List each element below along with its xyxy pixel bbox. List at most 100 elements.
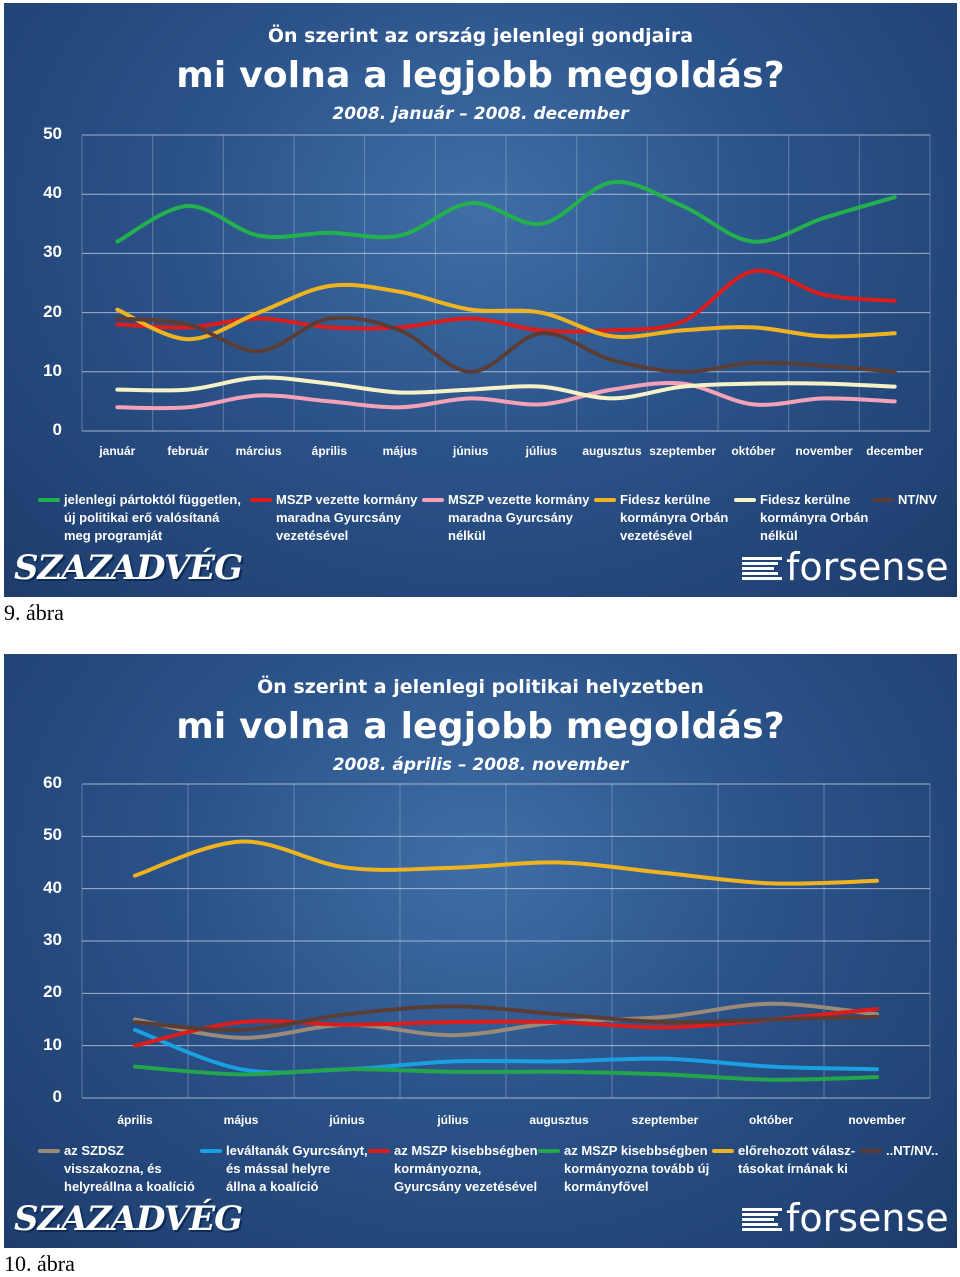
legend-swatch bbox=[200, 1149, 222, 1153]
data-point-4-2 bbox=[186, 337, 190, 341]
legend-item: NT/NV bbox=[872, 491, 937, 509]
data-point-3-10 bbox=[751, 402, 755, 406]
series-line-5 bbox=[133, 839, 879, 886]
data-point-2-8 bbox=[875, 1067, 879, 1071]
data-point-5-12 bbox=[893, 385, 897, 389]
series-line-2 bbox=[133, 1028, 879, 1075]
data-point-4-5 bbox=[557, 1070, 561, 1074]
legend-swatch bbox=[594, 498, 616, 502]
data-point-5-11 bbox=[822, 382, 826, 386]
legend-label: ..NT/NV.. bbox=[886, 1143, 939, 1158]
data-point-3-6 bbox=[469, 396, 473, 400]
data-point-6-7 bbox=[769, 1018, 773, 1022]
chart-plot-2 bbox=[81, 783, 931, 1099]
y-tick-label: 60 bbox=[43, 773, 62, 792]
x-tick-label: szeptember bbox=[649, 444, 716, 458]
data-point-6-9 bbox=[681, 370, 685, 374]
data-point-3-2 bbox=[186, 405, 190, 409]
data-point-5-6 bbox=[663, 871, 667, 875]
data-point-2-4 bbox=[327, 325, 331, 329]
x-tick-label: november bbox=[848, 1113, 906, 1127]
legend-swatch bbox=[860, 1149, 882, 1153]
series-line-6 bbox=[115, 315, 897, 374]
legend-label: leváltanák Gyurcsányt, és mással helyre … bbox=[226, 1143, 368, 1194]
chart-1-title: mi volna a legjobb megoldás? bbox=[176, 55, 785, 96]
legend-swatch bbox=[538, 1149, 560, 1153]
data-point-5-1 bbox=[133, 874, 137, 878]
x-tick-label: május bbox=[382, 444, 418, 458]
data-point-2-4 bbox=[451, 1059, 455, 1063]
data-point-4-3 bbox=[257, 311, 261, 315]
data-point-6-1 bbox=[133, 1020, 137, 1024]
data-point-3-1 bbox=[133, 1044, 137, 1048]
data-point-1-1 bbox=[115, 240, 119, 244]
series-line-4 bbox=[115, 282, 897, 342]
data-point-3-3 bbox=[257, 393, 261, 397]
data-point-2-10 bbox=[751, 269, 755, 273]
data-point-3-11 bbox=[822, 396, 826, 400]
data-point-6-12 bbox=[893, 370, 897, 374]
data-point-1-2 bbox=[239, 1036, 243, 1040]
series-line-3 bbox=[115, 380, 897, 411]
data-point-4-6 bbox=[469, 308, 473, 312]
data-point-4-10 bbox=[751, 325, 755, 329]
y-tick-label: 40 bbox=[43, 877, 62, 897]
data-point-5-8 bbox=[610, 396, 614, 400]
legend-item: Fidesz kerülne kormányra Orbán nélkül bbox=[734, 491, 868, 545]
data-point-6-2 bbox=[186, 322, 190, 326]
legend-swatch bbox=[38, 1149, 60, 1153]
data-point-3-4 bbox=[327, 399, 331, 403]
x-tick-label: június bbox=[329, 1113, 365, 1127]
legend-label: NT/NV bbox=[898, 492, 937, 507]
forsense-logo-text: forsense bbox=[786, 1196, 949, 1240]
x-tick-label: szeptember bbox=[631, 1113, 699, 1127]
data-point-1-8 bbox=[610, 180, 614, 184]
x-tick-label: november bbox=[795, 444, 853, 458]
y-tick-label: 0 bbox=[52, 420, 62, 439]
data-point-5-4 bbox=[327, 382, 331, 386]
data-point-5-9 bbox=[681, 385, 685, 389]
legend-label: Fidesz kerülne kormányra Orbán vezetésév… bbox=[620, 492, 729, 543]
series-line-4 bbox=[133, 1064, 879, 1082]
x-tick-label: január bbox=[99, 444, 136, 458]
data-point-5-7 bbox=[539, 385, 543, 389]
data-point-3-12 bbox=[893, 399, 897, 403]
series-line-5 bbox=[115, 375, 897, 401]
data-point-6-5 bbox=[398, 328, 402, 332]
legend-swatch bbox=[712, 1149, 734, 1153]
szazadveg-logo: SZAZADVÉG bbox=[14, 548, 243, 588]
data-point-1-5 bbox=[398, 234, 402, 238]
legend-item: leváltanák Gyurcsányt, és mással helyre … bbox=[200, 1142, 368, 1196]
data-point-1-4 bbox=[327, 231, 331, 235]
legend-label: Fidesz kerülne kormányra Orbán nélkül bbox=[760, 492, 869, 543]
chart-2-question: Ön szerint a jelenlegi politikai helyzet… bbox=[257, 676, 704, 698]
chart-1-period: 2008. január – 2008. december bbox=[332, 104, 629, 124]
data-point-2-8 bbox=[610, 328, 614, 332]
legend-label: előrehozott válasz- tásokat írnának ki bbox=[738, 1143, 856, 1176]
data-point-4-1 bbox=[133, 1065, 137, 1069]
data-point-3-5 bbox=[557, 1020, 561, 1024]
legend-label: MSZP vezette kormány maradna Gyurcsány v… bbox=[276, 492, 418, 543]
legend-swatch bbox=[368, 1149, 390, 1153]
y-tick-label: 40 bbox=[43, 183, 62, 203]
y-tick-label: 10 bbox=[43, 360, 62, 380]
legend-item: az MSZP kisebbségben kormányozna, Gyurcs… bbox=[368, 1142, 538, 1196]
series-line-6 bbox=[133, 1004, 879, 1033]
data-point-3-6 bbox=[663, 1025, 667, 1029]
data-point-2-7 bbox=[769, 1065, 773, 1069]
data-point-2-12 bbox=[893, 299, 897, 303]
legend-item: MSZP vezette kormány maradna Gyurcsány n… bbox=[422, 491, 589, 545]
data-point-3-3 bbox=[345, 1023, 349, 1027]
data-point-5-6 bbox=[469, 388, 473, 392]
data-point-6-11 bbox=[822, 364, 826, 368]
data-point-1-3 bbox=[257, 234, 261, 238]
y-tick-label: 10 bbox=[43, 1034, 62, 1054]
data-point-2-5 bbox=[557, 1059, 561, 1063]
data-point-1-10 bbox=[751, 240, 755, 244]
data-point-3-7 bbox=[539, 402, 543, 406]
data-point-6-4 bbox=[327, 317, 331, 321]
data-point-3-8 bbox=[610, 388, 614, 392]
chart-1-question: Ön szerint az ország jelenlegi gondjaira bbox=[267, 25, 694, 47]
x-tick-label: december bbox=[866, 444, 923, 458]
data-point-2-1 bbox=[133, 1028, 137, 1032]
